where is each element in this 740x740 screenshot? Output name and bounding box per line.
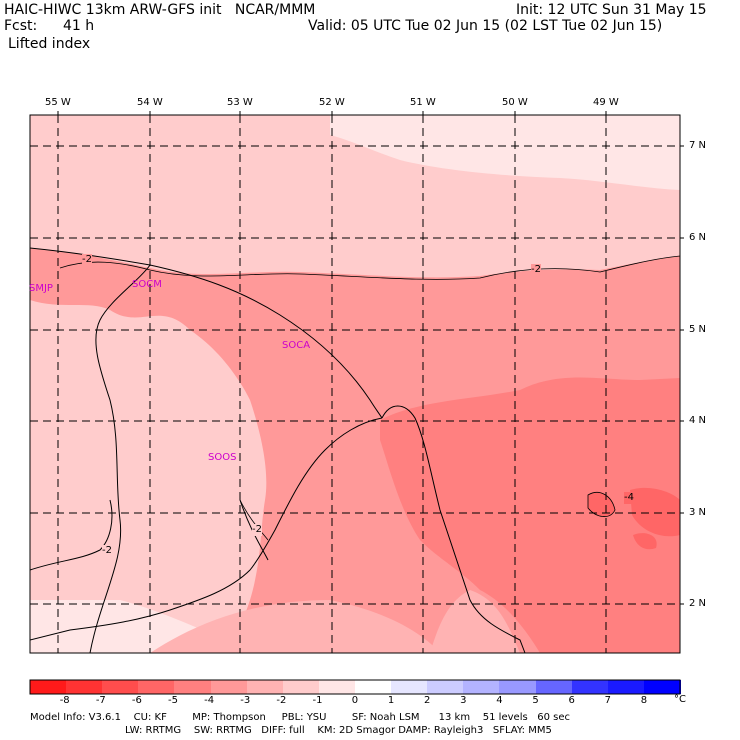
forecast-hours: 41 h <box>63 18 95 34</box>
lat-label: 7 N <box>689 140 707 151</box>
colorbar-tick-label: -8 <box>59 695 70 706</box>
colorbar-swatch <box>102 680 140 694</box>
lat-label: 6 N <box>689 232 707 243</box>
colorbar-swatch <box>30 680 67 694</box>
colorbar-tick-label: -6 <box>131 695 142 706</box>
colorbar-swatch <box>210 680 248 694</box>
field-cell-3 <box>633 533 657 550</box>
coastline <box>30 247 383 419</box>
field-deep-east <box>380 377 680 653</box>
model-info-line2: LW: RRTMG SW: RRTMG DIFF: full KM: 2D Sm… <box>125 725 552 736</box>
field-cell-2 <box>630 487 680 537</box>
lat-label: 2 N <box>689 598 707 609</box>
contour-label: -2 <box>82 254 92 266</box>
lat-label: 3 N <box>689 507 707 518</box>
colorbar-tick-label: -1 <box>312 695 323 706</box>
border-river <box>239 499 269 561</box>
field-cell-1 <box>588 492 615 517</box>
colorbar-tick-label: 7 <box>604 695 611 706</box>
model-info-line1: Model Info: V3.6.1 CU: KF MP: Thompson P… <box>30 712 570 723</box>
field-land-pale <box>30 300 267 653</box>
coastline-east <box>381 405 526 653</box>
colorbar-tick-label: -4 <box>204 695 215 706</box>
colorbar-swatch <box>174 680 212 694</box>
field-band-light <box>330 115 680 190</box>
colorbar-swatch <box>318 680 356 694</box>
colorbar-tick-label: 0 <box>351 695 359 706</box>
field-south-pale <box>150 600 440 653</box>
colorbar-swatch <box>282 680 320 694</box>
station-label: SOCA <box>282 340 311 351</box>
lat-label: 4 N <box>689 415 707 426</box>
colorbar-tick-label: 2 <box>424 695 431 706</box>
colorbar-swatch <box>607 680 645 694</box>
colorbar-swatch <box>535 680 573 694</box>
border-west <box>30 499 113 571</box>
colorbar-swatch <box>138 680 176 694</box>
colorbar-swatch <box>571 680 609 694</box>
station-label: SMJP <box>29 283 53 294</box>
colorbar-tick-label: -7 <box>95 695 106 706</box>
forecast-label: Fcst: <box>4 18 38 34</box>
graticule <box>30 115 680 653</box>
lon-label: 50 W <box>502 97 528 108</box>
colorbar-tick-label: 3 <box>460 695 467 706</box>
init-time: Init: 12 UTC Sun 31 May 15 <box>516 2 707 18</box>
colorbar-tick-label: 5 <box>532 695 539 706</box>
colorbar-swatch <box>246 680 284 694</box>
contour-label: -2 <box>102 545 112 557</box>
colorbar-swatch <box>463 680 501 694</box>
colorbar-tick-label: -5 <box>168 695 179 706</box>
contour-label: -2 <box>531 264 541 276</box>
border-south <box>30 417 383 641</box>
contour-label: -2 <box>252 524 262 536</box>
colorbar-swatch <box>499 680 537 694</box>
colorbar-unit: °C <box>674 694 686 705</box>
station-label: SOCM <box>132 279 162 290</box>
lon-label: 52 W <box>319 97 345 108</box>
model-title: HAIC-HIWC 13km ARW-GFS init NCAR/MMM <box>4 2 316 18</box>
lon-label: 49 W <box>593 97 619 108</box>
coastline-borders <box>30 247 526 653</box>
valid-time: Valid: 05 UTC Tue 02 Jun 15 (02 LST Tue … <box>308 18 663 34</box>
colorbar-swatch <box>643 680 681 694</box>
lon-label: 53 W <box>227 97 253 108</box>
colorbar-tick-label: 6 <box>568 695 575 706</box>
lon-label: 54 W <box>137 97 163 108</box>
colorbar-swatch <box>391 680 429 694</box>
station-label: SOOS <box>208 452 237 463</box>
colorbar-tick-label: 8 <box>640 695 648 706</box>
frame-ticks <box>57 111 684 605</box>
colorbar-swatch <box>355 680 392 694</box>
lat-label: 5 N <box>689 324 707 335</box>
lon-label: 51 W <box>410 97 436 108</box>
contour-minus2-north <box>59 255 680 280</box>
colorbar-tick-label: 1 <box>387 695 395 706</box>
contour-minus2-south <box>239 499 269 541</box>
border-suriname-guyana <box>89 264 151 653</box>
map-frame <box>29 114 681 654</box>
field-coast-pale <box>430 590 520 653</box>
lon-label: 55 W <box>45 97 71 108</box>
colorbar-swatch <box>427 680 465 694</box>
colorbar-tick-label: -2 <box>276 695 287 706</box>
field-name: Lifted index <box>8 36 91 52</box>
colorbar-swatch <box>66 680 104 694</box>
contour-label: -4 <box>624 492 634 504</box>
colorbar-tick-label: -3 <box>240 695 251 706</box>
colorbar-tick-label: 4 <box>496 695 503 706</box>
